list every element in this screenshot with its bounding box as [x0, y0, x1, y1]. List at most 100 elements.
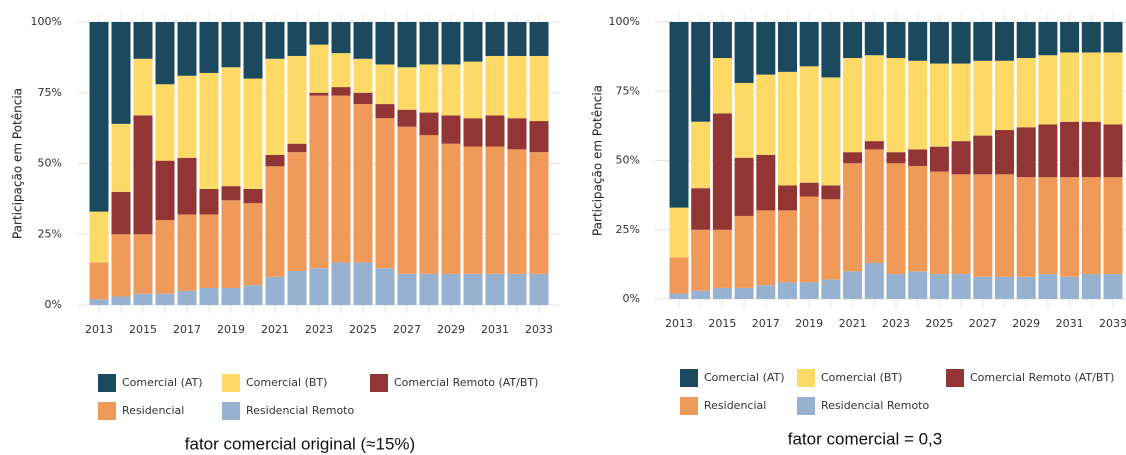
legend-label: Comercial Remoto (AT/BT) [970, 371, 1114, 384]
bar-segment [221, 200, 241, 289]
bar-segment [397, 126, 417, 274]
bar-segment [734, 215, 754, 288]
bar-segment [507, 149, 527, 274]
bar-segment [111, 234, 131, 297]
bar-segment [1103, 52, 1123, 125]
y-tick-label: 50% [38, 157, 62, 170]
bar-segment [1060, 52, 1080, 122]
y-tick-label: 100% [31, 15, 62, 28]
bar-segment [712, 113, 732, 230]
bar-segment [485, 55, 505, 116]
bar-segment [89, 299, 109, 305]
bar-segment [463, 146, 483, 274]
x-tick-label: 2017 [752, 317, 780, 330]
bar-segment [908, 166, 928, 272]
bar-segment [1103, 22, 1123, 53]
bar-segment [756, 154, 776, 211]
bar-segment [778, 185, 797, 211]
bar-segment [712, 22, 732, 59]
x-tick-label: 2033 [525, 323, 553, 336]
bar-segment [485, 22, 505, 56]
bar-segment [843, 152, 863, 164]
bar-segment [886, 22, 906, 59]
bar-segment [331, 22, 351, 54]
bar-segment [973, 276, 993, 299]
legend-swatch [797, 397, 815, 415]
bar-segment [973, 135, 993, 175]
bar-segment [1081, 274, 1101, 299]
bar-segment [529, 273, 549, 305]
bar-segment [199, 188, 219, 215]
bar-segment [821, 77, 841, 186]
bar-segment [111, 22, 131, 124]
bar-segment [995, 60, 1014, 131]
x-tick-label: 2029 [1012, 317, 1040, 330]
bar-segment [864, 55, 884, 142]
bar-segment [133, 22, 153, 59]
bar-segment [463, 118, 483, 147]
bar-segment [441, 115, 461, 144]
bar-segment [507, 55, 527, 119]
bar-segment [265, 22, 285, 59]
bar-segment [485, 273, 505, 305]
bar-segment [691, 121, 711, 189]
bar-segment [177, 75, 197, 158]
bar-segment [973, 60, 993, 136]
bar-segment [309, 44, 329, 93]
bar-segment [929, 22, 949, 64]
bar-segment [419, 273, 439, 305]
legend-swatch [680, 369, 698, 387]
bar-segment [1038, 177, 1058, 275]
bar-segment [886, 152, 906, 164]
bar-segment [821, 185, 841, 200]
bar-segment [756, 285, 776, 299]
x-tick-label: 2029 [437, 323, 465, 336]
bar-segment [133, 115, 153, 235]
y-tick-label: 50% [616, 154, 640, 167]
bar-segment [908, 271, 928, 299]
bar-segment [886, 58, 906, 153]
bar-segment [397, 67, 417, 110]
bar-segment [734, 287, 754, 299]
bar-segment [463, 22, 483, 62]
bar-segment [995, 276, 1014, 299]
x-tick-label: 2025 [349, 323, 377, 336]
bar-segment [265, 166, 285, 277]
bar-segment [199, 288, 219, 305]
legend-label: Residencial Remoto [821, 399, 929, 412]
bar-segment [1060, 22, 1080, 53]
legend-swatch [797, 369, 815, 387]
bar-segment [1081, 121, 1101, 178]
bar-segment [951, 274, 971, 299]
bar-segment [821, 22, 841, 78]
bar-segment [287, 143, 307, 153]
bar-segment [1103, 177, 1123, 275]
bar-segment [886, 163, 906, 275]
legend-label: Comercial (AT) [704, 371, 785, 384]
legend-label: Comercial (BT) [246, 376, 327, 389]
y-axis-label: Participação em Potência [591, 85, 605, 236]
bar-segment [243, 285, 263, 305]
x-tick-label: 2023 [882, 317, 910, 330]
bar-segment [669, 22, 689, 208]
bar-segment [309, 22, 329, 45]
legend-label: Comercial (BT) [821, 371, 902, 384]
bar-segment [287, 22, 307, 56]
bar-segment [243, 188, 263, 204]
bar-segment [265, 276, 285, 305]
x-tick-label: 2025 [925, 317, 953, 330]
bar-segment [221, 22, 241, 68]
bar-segment [864, 262, 884, 299]
bar-segment [463, 61, 483, 119]
bar-segment [155, 22, 175, 85]
legend-label: Comercial Remoto (AT/BT) [394, 376, 538, 389]
bar-segment [265, 58, 285, 156]
bar-segment [973, 22, 993, 61]
y-tick-label: 75% [38, 86, 62, 99]
bar-segment [485, 146, 505, 274]
bar-segment [908, 22, 928, 61]
bar-segment [1060, 276, 1080, 299]
bar-segment [507, 118, 527, 150]
bar-segment [375, 22, 395, 65]
